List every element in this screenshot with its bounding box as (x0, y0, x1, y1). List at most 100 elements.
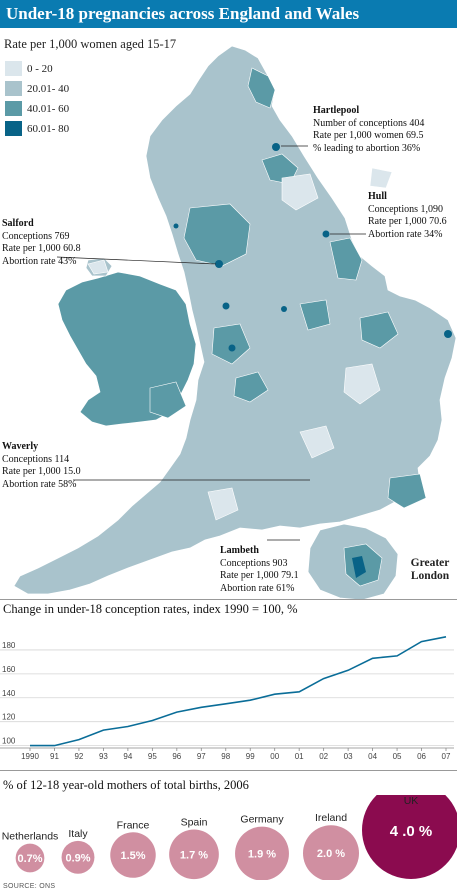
map-rate-60-80-areas (173, 143, 452, 352)
x-tick-label: 95 (148, 752, 157, 761)
greater-london-label: Greater London (410, 557, 450, 582)
bubble-value-label: 1.7 % (180, 849, 208, 861)
annotation-lambeth: Lambeth Conceptions 903 Rate per 1,000 7… (220, 545, 299, 595)
x-tick-label: 91 (50, 752, 59, 761)
x-tick-label: 92 (74, 752, 83, 761)
bubble (110, 832, 156, 878)
bubble-value-label: 1.9 % (248, 849, 276, 861)
legend-swatch (5, 61, 22, 76)
bubble (303, 825, 359, 880)
annotation-line: Conceptions 769 (2, 230, 70, 242)
annotation-name: Hartlepool (313, 105, 360, 116)
bubble (235, 826, 289, 880)
section-divider (0, 770, 457, 771)
y-tick-label: 140 (2, 689, 16, 698)
y-tick-label: 160 (2, 665, 16, 674)
x-tick-label: 06 (417, 752, 426, 761)
annotation-line: Conceptions 114 (2, 453, 70, 465)
bubble-category-label: Ireland (315, 812, 347, 824)
bubble (15, 843, 45, 873)
x-tick-label: 02 (319, 752, 328, 761)
bubble-category-label: Spain (181, 816, 208, 828)
bubble-category-label: UK (404, 795, 419, 807)
legend-swatch (5, 81, 22, 96)
annotation-name: Waverly (2, 441, 39, 452)
source-note: SOURCE: ONS (3, 883, 56, 890)
map-lambeth-marker (352, 556, 366, 578)
annotation-line: Rate per 1,000 79.1 (220, 570, 299, 581)
x-tick-label: 98 (221, 752, 230, 761)
annotation-line: % leading to abortion 36% (313, 142, 421, 154)
annotation-waverly: Waverly Conceptions 114 Rate per 1,000 1… (2, 441, 81, 491)
line-chart-title: Change in under-18 conception rates, ind… (3, 602, 298, 616)
legend-item: 0 - 20 (5, 60, 69, 77)
x-tick-label: 96 (172, 752, 181, 761)
map-rate-0-20-areas (87, 167, 393, 521)
bubble-category-label: Germany (240, 814, 284, 826)
y-tick-label: 180 (2, 641, 16, 650)
y-tick-label: 120 (2, 713, 16, 722)
bubble-category-label: Netherlands (2, 831, 59, 843)
bubble-value-label: 0.9% (65, 852, 90, 864)
series-line (30, 636, 447, 747)
x-tick-label: 1990 (21, 752, 39, 761)
legend-item: 40.01- 60 (5, 100, 69, 117)
annotation-hull: Hull Conceptions 1,090 Rate per 1,000 70… (368, 191, 447, 241)
x-tick-label: 01 (295, 752, 304, 761)
annotation-salford: Salford Conceptions 769 Rate per 1,000 6… (2, 218, 81, 268)
x-tick-label: 99 (246, 752, 255, 761)
annotation-line: Conceptions 1,090 (368, 203, 443, 215)
legend-item: 20.01- 40 (5, 80, 69, 97)
bubble (61, 840, 95, 874)
annotation-hartlepool: Hartlepool Number of conceptions 404 Rat… (313, 105, 424, 155)
x-tick-label: 03 (344, 752, 353, 761)
y-tick-label: 100 (2, 737, 16, 746)
annotation-name: Lambeth (220, 545, 259, 556)
page-title: Under-18 pregnancies across England and … (0, 0, 457, 28)
annotation-line: Abortion rate 34% (368, 228, 443, 240)
bubble-value-label: 1.5% (120, 850, 145, 862)
annotation-name: Hull (368, 191, 387, 202)
bubble-chart-title: % of 12-18 year-old mothers of total bir… (3, 778, 249, 792)
map-leader-lines (56, 145, 366, 541)
map-legend: 0 - 20 20.01- 40 40.01- 60 60.01- 80 (5, 60, 69, 140)
map-england-region (13, 45, 457, 595)
bubble-value-label: 2.0 % (317, 848, 345, 860)
x-tick-label: 97 (197, 752, 206, 761)
annotation-line: Rate per 1,000 60.8 (2, 243, 81, 254)
annotation-line: Rate per 1,000 15.0 (2, 466, 81, 477)
bubble-chart: 0.7% Netherlands 0.9% Italy 1.5% France 1.7 % S… (2, 795, 457, 880)
annotation-line: Abortion rate 43% (2, 255, 77, 267)
legend-swatch (5, 101, 22, 116)
annotation-name: Salford (2, 218, 34, 229)
bubble (362, 795, 457, 879)
legend-label: 20.01- 40 (27, 82, 70, 95)
bubble-category-label: France (117, 819, 150, 831)
map-rate-40-60-areas (149, 67, 427, 509)
legend-label: 0 - 20 (27, 62, 53, 75)
x-tick-label: 93 (99, 752, 108, 761)
legend-label: 60.01- 80 (27, 122, 70, 135)
annotation-line: Number of conceptions 404 (313, 117, 425, 129)
annotation-line: Conceptions 903 (220, 557, 288, 569)
x-tick-label: 05 (393, 752, 402, 761)
legend-label: 40.01- 60 (27, 102, 70, 115)
x-tick-label: 07 (442, 752, 451, 761)
map-subtitle: Rate per 1,000 women aged 15-17 (4, 37, 177, 51)
annotation-line: Abortion rate 61% (220, 582, 295, 594)
x-tick-label: 94 (123, 752, 132, 761)
legend-item: 60.01- 80 (5, 120, 69, 137)
legend-swatch (5, 121, 22, 136)
bubble (169, 829, 219, 880)
x-tick-label: 04 (368, 752, 377, 761)
annotation-line: Abortion rate 58% (2, 478, 77, 490)
england-wales-map (13, 45, 457, 600)
x-tick-label: 00 (270, 752, 279, 761)
annotation-line: Rate per 1,000 women 69.5 (313, 130, 424, 141)
section-divider (0, 599, 457, 600)
bubble-value-label: 0.7% (17, 853, 42, 865)
annotation-line: Rate per 1,000 70.6 (368, 216, 447, 227)
bubble-category-label: Italy (68, 828, 88, 840)
line-chart: 100 120 140 160 180 1990 91 92 93 94 95 96 97 98 99 00 0… (0, 636, 454, 761)
bubble-value-label: 4 .0 % (390, 823, 433, 840)
